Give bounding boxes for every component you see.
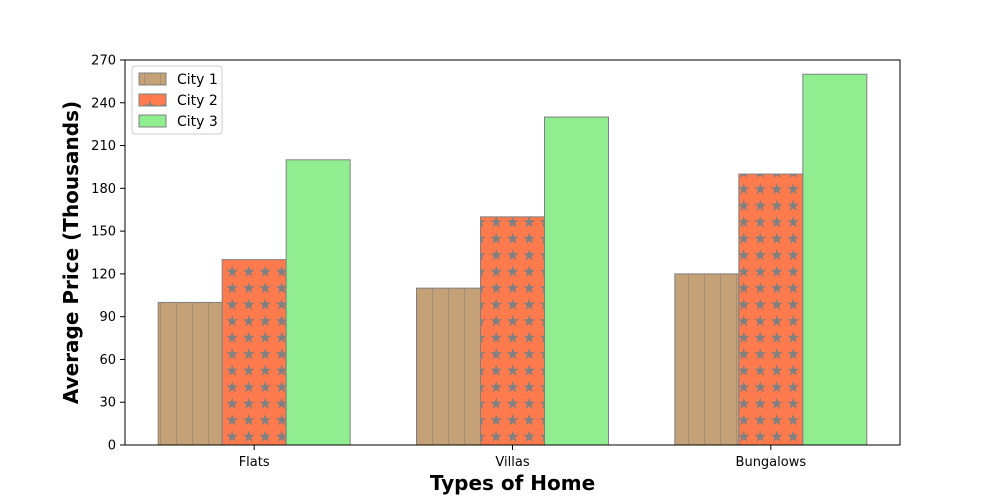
y-tick-label: 90 xyxy=(99,310,116,325)
y-axis-label: Average Price (Thousands) xyxy=(59,101,83,404)
x-tick-label: Villas xyxy=(495,455,529,470)
legend: City 1 City 2 City 3 xyxy=(131,65,223,135)
legend-label-city-2: City 2 xyxy=(177,93,218,109)
bar-city-3-bungalows xyxy=(802,73,868,446)
legend-label-city-1: City 1 xyxy=(177,72,218,88)
legend-label-city-3: City 3 xyxy=(177,114,218,130)
x-tick-label: Bungalows xyxy=(736,455,807,470)
legend-swatch-city-2 xyxy=(138,93,167,107)
y-tick-label: 240 xyxy=(91,96,116,111)
x-tick-label: Flats xyxy=(239,455,270,470)
bar-city-3-villas xyxy=(544,116,609,446)
bar-city-1-flats xyxy=(157,301,223,446)
bar-city-2-villas xyxy=(480,216,545,446)
y-tick-label: 0 xyxy=(108,439,116,454)
y-tick-label: 150 xyxy=(91,225,116,240)
y-tick-label: 210 xyxy=(91,139,116,154)
y-tick-label: 180 xyxy=(91,182,116,197)
bar-city-1-bungalows xyxy=(674,273,740,446)
bar-city-2-flats xyxy=(221,259,287,446)
y-tick-label: 60 xyxy=(99,353,116,368)
x-axis-label: Types of Home xyxy=(430,471,595,495)
bar-city-2-bungalows xyxy=(738,173,804,446)
y-tick-label: 30 xyxy=(99,396,116,411)
legend-swatch-city-1 xyxy=(138,72,167,86)
legend-swatch-city-3 xyxy=(138,114,167,128)
bars-group xyxy=(157,73,868,446)
bar-city-1-villas xyxy=(416,287,481,446)
bar-city-3-flats xyxy=(285,159,351,446)
y-tick-label: 120 xyxy=(91,267,116,282)
y-tick-label: 270 xyxy=(91,54,116,69)
axes-group: 0 30 60 90 120 150 180 210 240 270 Flats Villas Bung… xyxy=(59,54,901,495)
